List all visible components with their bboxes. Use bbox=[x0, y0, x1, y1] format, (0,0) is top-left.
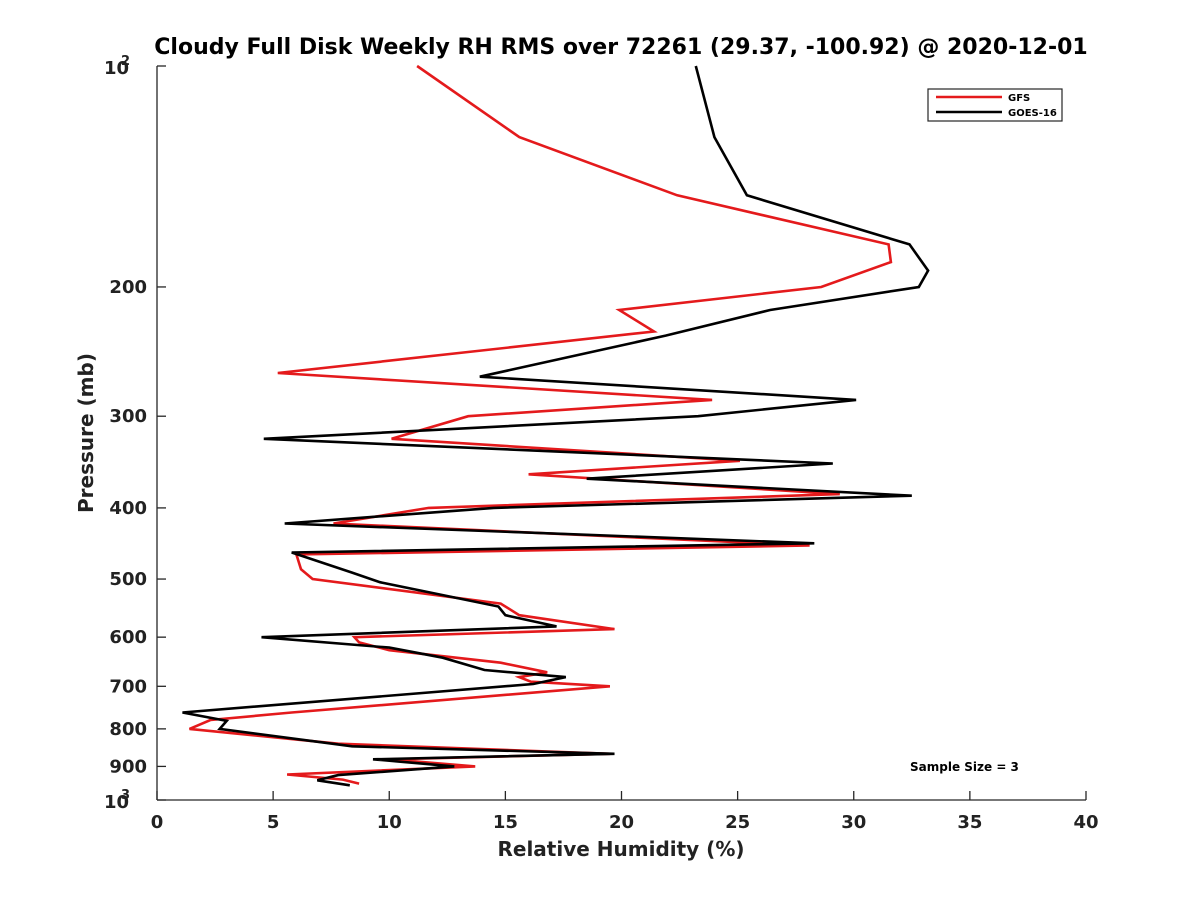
sample-size-annotation: Sample Size = 3 bbox=[910, 760, 1019, 774]
legend-label-gfs: GFS bbox=[1008, 93, 1030, 104]
x-tick-label: 30 bbox=[841, 812, 866, 833]
y-tick-label: 200 bbox=[109, 277, 147, 298]
y-tick-label: 800 bbox=[109, 719, 147, 740]
x-axis-label: Relative Humidity (%) bbox=[497, 837, 744, 861]
x-tick-label: 10 bbox=[377, 812, 402, 833]
x-tick-label: 20 bbox=[609, 812, 634, 833]
legend-label-goes16: GOES-16 bbox=[1008, 108, 1057, 119]
y-axis-label: Pressure (mb) bbox=[74, 353, 98, 513]
x-tick-label: 5 bbox=[267, 812, 280, 833]
y-tick-label: 600 bbox=[109, 627, 147, 648]
x-tick-label: 15 bbox=[493, 812, 518, 833]
x-axis-ticks: 0 5 10 15 20 25 30 35 40 bbox=[151, 791, 1099, 833]
y-tick-label: 900 bbox=[109, 756, 147, 777]
y-tick-label: 102 bbox=[104, 54, 130, 79]
x-tick-label: 25 bbox=[725, 812, 750, 833]
plot-background bbox=[157, 66, 1086, 800]
y-tick-label: 500 bbox=[109, 569, 147, 590]
x-tick-label: 40 bbox=[1073, 812, 1098, 833]
chart-title: Cloudy Full Disk Weekly RH RMS over 7226… bbox=[154, 35, 1087, 60]
plot-area bbox=[156, 64, 1086, 801]
y-tick-label: 700 bbox=[109, 676, 147, 697]
x-tick-label: 35 bbox=[957, 812, 982, 833]
series-layer bbox=[182, 64, 930, 787]
y-axis-ticks: 102 200 300 400 500 600 700 800 900 103 bbox=[104, 54, 166, 813]
series-line-goes-16 bbox=[182, 65, 930, 787]
y-tick-label: 400 bbox=[109, 498, 147, 519]
y-tick-label: 103 bbox=[104, 788, 130, 813]
series-line-gfs bbox=[188, 64, 893, 785]
y-tick-label: 300 bbox=[109, 406, 147, 427]
legend-box bbox=[927, 88, 1063, 122]
legend: GFS GOES-16 bbox=[927, 88, 1063, 122]
x-tick-label: 0 bbox=[151, 812, 164, 833]
